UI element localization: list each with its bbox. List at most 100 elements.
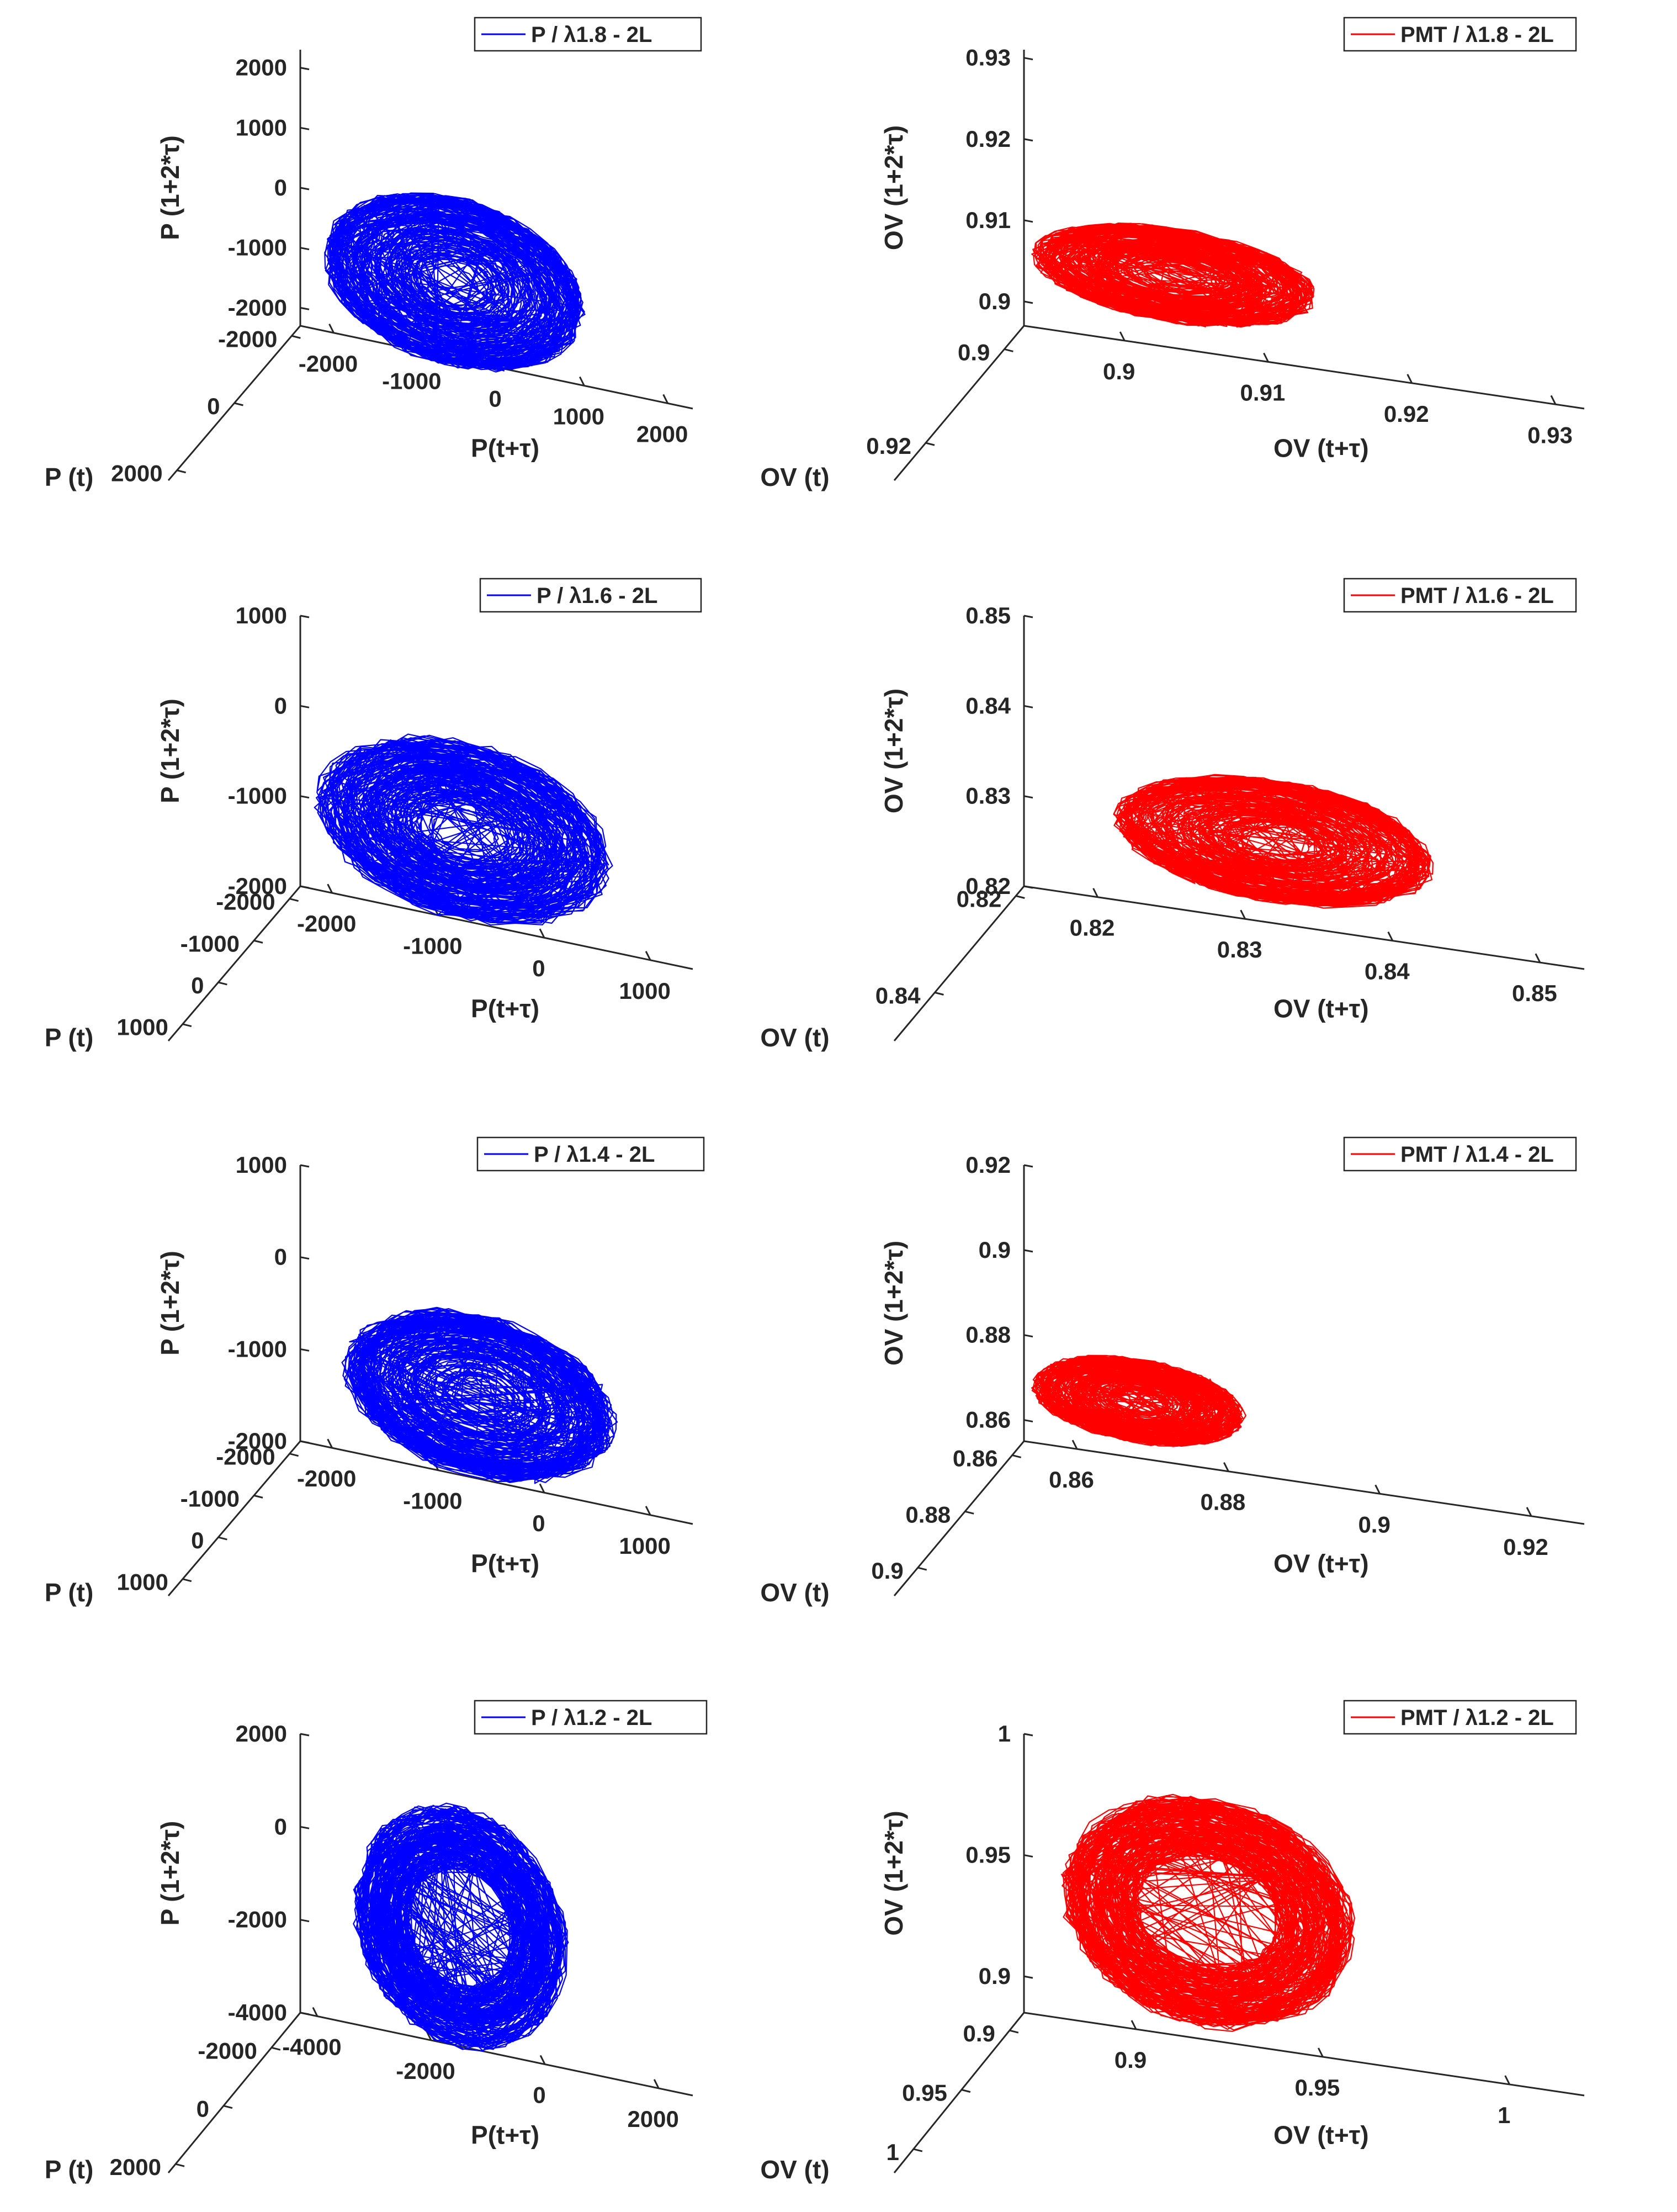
y-tick-label: 0 <box>191 972 204 998</box>
z-axis-label: P (1+2*τ) <box>156 1251 184 1356</box>
y-tick <box>291 335 301 339</box>
x-tick-label: 0.9 <box>1103 358 1135 384</box>
x-tick-label: -4000 <box>282 2034 341 2060</box>
z-tick <box>1023 1164 1033 1168</box>
attractor-trajectory <box>1031 1354 1246 1447</box>
y-tick-label: 1000 <box>116 1569 168 1595</box>
y-tick <box>289 898 299 902</box>
attractor-trajectory <box>341 1306 618 1484</box>
x-tick <box>1526 1507 1532 1517</box>
x-tick <box>539 2055 546 2065</box>
y-axis-label: P (t) <box>45 1578 94 1607</box>
x-tick-label: -2000 <box>299 351 358 377</box>
x-tick <box>1535 953 1541 963</box>
y-tick <box>289 1453 299 1457</box>
x-tick-label: 1000 <box>553 404 604 430</box>
attractor-trajectory <box>314 733 613 926</box>
y-tick-label: 1 <box>886 2139 899 2165</box>
y-tick <box>925 442 935 446</box>
x-axis-line <box>300 1440 693 1525</box>
z-tick <box>1023 300 1033 304</box>
y-tick-label: -1000 <box>181 930 240 956</box>
y-axis-line <box>167 1441 301 1596</box>
z-axis-label: P (1+2*τ) <box>156 1821 184 1926</box>
legend: P / λ1.8 - 2L <box>474 17 702 52</box>
x-axis-label: P(t+τ) <box>471 994 539 1023</box>
x-tick-label: 0.85 <box>1512 980 1557 1006</box>
y-tick-label: 1000 <box>116 1014 168 1040</box>
y-tick-label: 0.9 <box>963 2020 995 2046</box>
z-tick-label: 0 <box>274 692 287 718</box>
y-axis-line <box>167 2012 301 2173</box>
y-tick <box>218 981 227 986</box>
z-tick <box>1023 705 1033 708</box>
x-tick-label: 0.88 <box>1200 1489 1245 1515</box>
y-tick <box>917 1567 927 1571</box>
x-tick-label: 1 <box>1498 2102 1510 2128</box>
x-tick-label: 1000 <box>619 1533 670 1559</box>
y-axis-line <box>893 886 1025 1041</box>
x-tick <box>653 2079 660 2089</box>
x-tick <box>1263 352 1269 363</box>
x-tick <box>1131 2020 1137 2030</box>
z-tick-label: 1 <box>998 1721 1011 1747</box>
y-tick-label: 0 <box>207 393 220 419</box>
z-tick <box>1023 885 1033 889</box>
z-tick <box>300 1825 310 1829</box>
z-tick-label: 0.9 <box>979 288 1011 314</box>
x-tick <box>579 376 585 387</box>
x-axis-label: OV (t+τ) <box>1273 1549 1369 1578</box>
z-tick <box>300 306 310 310</box>
x-tick-label: -1000 <box>382 368 441 394</box>
x-tick-label: 2000 <box>636 421 688 447</box>
x-axis-line <box>1023 2012 1585 2097</box>
y-tick <box>935 992 944 996</box>
z-tick <box>300 187 310 190</box>
z-tick-label: 0.93 <box>965 45 1011 71</box>
z-tick-label: 0.85 <box>965 602 1011 628</box>
legend: PMT / λ1.8 - 2L <box>1343 17 1577 52</box>
z-tick-label: 0.92 <box>965 126 1011 152</box>
z-tick <box>300 1164 310 1168</box>
y-tick-label: 0.88 <box>905 1501 951 1527</box>
y-tick-label: 0.95 <box>902 2080 947 2106</box>
z-axis-label: P (1+2*τ) <box>156 135 184 240</box>
z-tick-label: 0.82 <box>965 873 1011 899</box>
z-tick-label: 0.95 <box>965 1842 1011 1868</box>
x-tick-label: 0.93 <box>1527 422 1573 448</box>
legend: P / λ1.2 - 2L <box>474 1700 708 1735</box>
x-tick-label: 0.86 <box>1049 1467 1094 1493</box>
x-tick <box>328 324 335 334</box>
x-axis-label: OV (t+τ) <box>1273 994 1369 1023</box>
y-tick <box>253 939 263 944</box>
y-tick <box>223 2105 233 2109</box>
y-tick-label: -2000 <box>216 1444 275 1470</box>
z-tick-label: -1000 <box>228 1336 287 1362</box>
legend-label: P / λ1.8 - 2L <box>531 23 652 47</box>
legend: PMT / λ1.6 - 2L <box>1343 578 1577 613</box>
y-axis-label: OV (t) <box>760 1578 829 1607</box>
z-tick-label: 0 <box>274 1244 287 1270</box>
x-tick-label: -2000 <box>396 2058 455 2084</box>
y-tick-label: -2000 <box>218 326 277 352</box>
z-tick-label: 2000 <box>236 1721 287 1747</box>
attractor-trajectory <box>324 192 586 373</box>
y-tick <box>182 1578 192 1583</box>
y-tick-label: -2000 <box>198 2038 257 2063</box>
x-tick <box>1071 1440 1078 1449</box>
y-tick-label: 0.92 <box>866 433 911 459</box>
x-axis-label: OV (t+τ) <box>1273 2121 1369 2150</box>
subplot-5: -2000 -1000 0 1000 -2000 -1000 0 1000 -2000 -1000… <box>45 1136 705 1607</box>
z-tick <box>1023 1975 1033 1979</box>
y-axis-label: OV (t) <box>760 463 829 491</box>
z-tick <box>1023 1249 1033 1253</box>
x-tick-label: 0.95 <box>1294 2075 1340 2100</box>
y-axis-label: OV (t) <box>760 2155 829 2184</box>
z-tick-label: 1000 <box>236 114 287 140</box>
z-tick <box>300 2012 310 2015</box>
z-tick <box>300 615 310 618</box>
legend: PMT / λ1.4 - 2L <box>1343 1136 1577 1172</box>
x-tick <box>327 1438 333 1448</box>
x-tick-label: 0 <box>532 1510 545 1536</box>
